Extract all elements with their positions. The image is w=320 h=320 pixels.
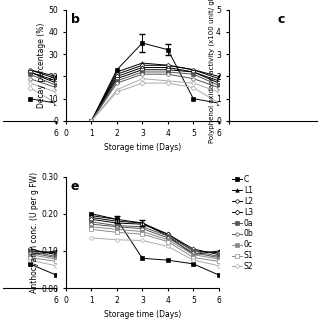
X-axis label: Storage time (Days): Storage time (Days)	[104, 310, 181, 319]
Y-axis label: Decay percentage (%): Decay percentage (%)	[37, 23, 46, 108]
Legend: C, L1, L2, L3, 0a, 0b, 0c, S1, S2: C, L1, L2, L3, 0a, 0b, 0c, S1, S2	[232, 175, 254, 271]
Text: b: b	[70, 13, 79, 26]
Text: e: e	[70, 180, 79, 193]
Text: c: c	[277, 13, 284, 26]
Y-axis label: Anthocyanin conc. (U per g FW): Anthocyanin conc. (U per g FW)	[29, 172, 38, 293]
Y-axis label: Polyphenol oxidase activity (x100 unit/ gFW): Polyphenol oxidase activity (x100 unit/ …	[208, 0, 215, 143]
X-axis label: Storage time (Days): Storage time (Days)	[104, 143, 181, 152]
